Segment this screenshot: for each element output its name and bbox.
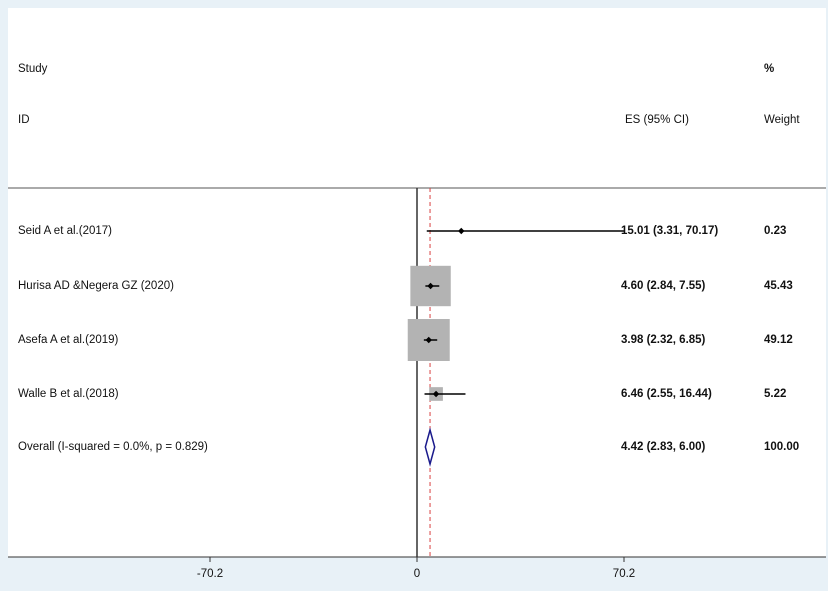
study-label: Walle B et al.(2018) bbox=[18, 388, 119, 400]
header-es-ci: ES (95% CI) bbox=[625, 114, 689, 126]
header-id: ID bbox=[18, 114, 30, 126]
overall-diamond bbox=[424, 427, 436, 467]
study-es-ci: 6.46 (2.55, 16.44) bbox=[621, 388, 712, 400]
study-label: Asefa A et al.(2019) bbox=[18, 334, 119, 346]
study-point-estimate bbox=[425, 336, 432, 344]
study-weight: 49.12 bbox=[764, 334, 793, 346]
study-label: Seid A et al.(2017) bbox=[18, 225, 112, 237]
study-es-ci: 4.60 (2.84, 7.55) bbox=[621, 280, 706, 292]
study-weight: 0.23 bbox=[764, 225, 787, 237]
x-tick-label: 0 bbox=[414, 568, 420, 580]
study-label: Hurisa AD &Negera GZ (2020) bbox=[18, 280, 174, 292]
study-weight: 5.22 bbox=[764, 388, 787, 400]
overall-label: Overall (I-squared = 0.0%, p = 0.829) bbox=[18, 441, 208, 453]
header-weight: Weight bbox=[764, 114, 800, 126]
header-percent: % bbox=[764, 63, 775, 75]
study-point-estimate bbox=[432, 390, 440, 398]
overall-weight: 100.00 bbox=[764, 441, 800, 453]
x-tick-label: 70.2 bbox=[613, 568, 635, 580]
header-study: Study bbox=[18, 63, 48, 75]
study-weight: 45.43 bbox=[764, 280, 793, 292]
overall-es-ci: 4.42 (2.83, 6.00) bbox=[621, 441, 706, 453]
x-tick-label: -70.2 bbox=[197, 568, 223, 580]
study-es-ci: 3.98 (2.32, 6.85) bbox=[621, 334, 706, 346]
study-es-ci: 15.01 (3.31, 70.17) bbox=[621, 225, 719, 237]
study-point-estimate bbox=[427, 282, 434, 290]
study-point-estimate bbox=[458, 227, 465, 235]
